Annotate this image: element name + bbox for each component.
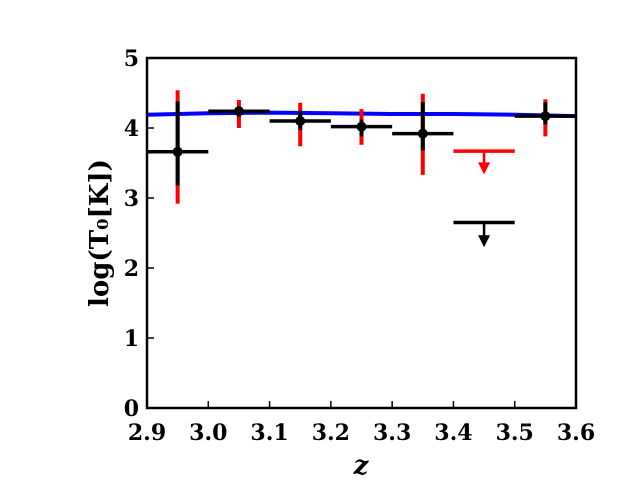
x-tick-label: 3.5	[496, 420, 534, 446]
x-tick-label: 3.1	[250, 420, 288, 446]
x-tick-label: 3.0	[189, 420, 227, 446]
data-marker	[172, 146, 183, 157]
data-point-3	[269, 102, 331, 147]
axis-ticks: 2.9 3.0 3.1 3.2 3.3 3.4 3.5 3.6 0 1 2 3 4 5	[124, 46, 595, 446]
data-marker	[295, 116, 306, 126]
x-tick-label: 3.6	[557, 420, 595, 446]
data-marker	[417, 128, 428, 139]
data-point-4	[330, 109, 393, 145]
y-tick-label: 3	[124, 186, 139, 212]
data-point-2	[208, 100, 270, 128]
data-point-1	[147, 90, 209, 204]
data-marker	[233, 106, 244, 117]
y-tick-label: 0	[124, 396, 139, 422]
plot-marks	[146, 90, 577, 248]
data-marker	[356, 121, 367, 132]
x-tick-label: 3.4	[434, 420, 472, 446]
data-point-5	[392, 93, 454, 175]
y-tick-label: 4	[124, 116, 139, 142]
y-tick-label: 2	[124, 256, 139, 282]
y-axis-label: log(T₀[K])	[85, 159, 115, 307]
y-tick-label: 5	[124, 46, 139, 72]
y-tick-label: 1	[124, 326, 139, 352]
x-tick-label: 3.2	[312, 420, 350, 446]
x-axis-label: z	[353, 451, 370, 480]
x-tick-label: 3.3	[373, 420, 411, 446]
data-point-6	[514, 99, 576, 137]
upper-limit-arrow-head	[478, 162, 491, 175]
upper-limit-1	[453, 149, 515, 175]
data-marker	[540, 111, 551, 122]
upper-limit-arrow-head	[478, 235, 491, 248]
upper-limit-2	[453, 220, 515, 248]
plot-frame	[145, 56, 578, 410]
x-tick-label: 2.9	[128, 420, 166, 446]
